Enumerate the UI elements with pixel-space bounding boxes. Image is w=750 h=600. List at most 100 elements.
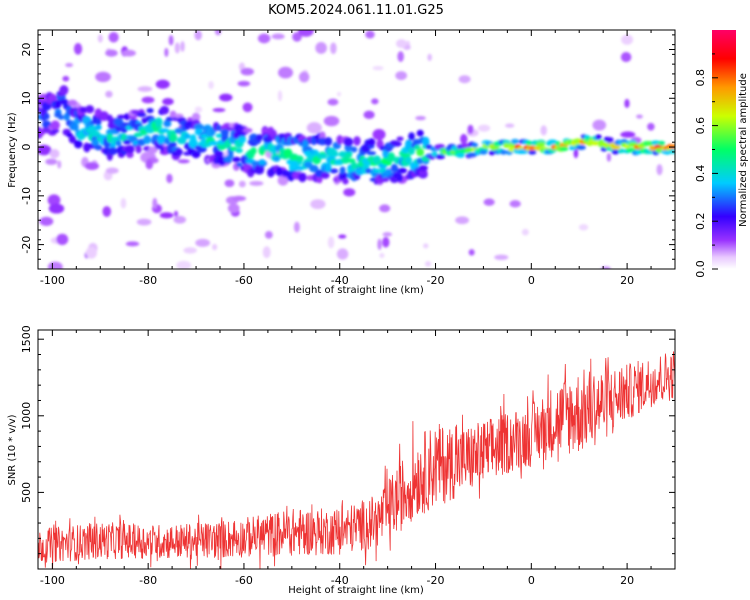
spectrogram-ridge-cell	[215, 133, 223, 138]
spectrogram-ridge-cell	[148, 146, 158, 154]
spectrogram-ridge-cell	[382, 177, 389, 182]
spectrogram-noise-blob	[620, 131, 636, 138]
spectrogram-noise-blob	[483, 198, 495, 206]
spectrogram-ridge-cell	[115, 140, 122, 147]
spectrogram-ridge-cell	[107, 147, 118, 156]
spectrogram-ridge-cell	[43, 112, 50, 120]
spectrogram-ridge-cell	[126, 151, 134, 158]
spectrogram-noise-blob	[521, 228, 529, 236]
spectrogram-noise-blob	[56, 233, 69, 246]
spectrogram-noise-blob	[624, 98, 630, 109]
spectrogram-ridge-cell	[235, 148, 243, 154]
spectrogram-ridge-cell	[159, 105, 170, 115]
spectrogram-x-tick-label: -80	[139, 274, 157, 287]
spectrogram-noise-blob	[240, 67, 254, 76]
spectrogram-ridge-cell	[398, 167, 407, 174]
spectrogram-ridge-cell	[276, 166, 283, 177]
spectrogram-ridge-cell	[610, 144, 621, 150]
spectrogram-ridge-cell	[51, 128, 60, 133]
spectrogram-noise-blob	[180, 41, 185, 52]
spectrogram-x-tick-label: 0	[528, 274, 535, 287]
spectrogram-noise-blob	[336, 248, 349, 260]
spectrogram-noise-blob	[477, 124, 491, 132]
spectrogram-noise-blob	[336, 91, 342, 97]
snr-y-tick-label: 500	[20, 482, 33, 503]
spectrogram-y-tick-label: 0	[20, 144, 33, 151]
spectrogram-noise-blob	[73, 42, 83, 55]
colorbar-label: Normalized spectral amplitude	[738, 73, 749, 227]
spectrogram-noise-blob	[343, 188, 356, 197]
spectrogram-noise-blob	[242, 102, 253, 113]
chart-title: KOM5.2024.061.11.01.G25	[268, 3, 444, 18]
spectrogram-noise-blob	[606, 153, 612, 162]
spectrogram-ridge-cell	[38, 98, 42, 106]
spectrogram-ridge-cell	[435, 154, 446, 160]
snr-y-tick-label: 1500	[20, 325, 33, 353]
spectrogram-noise-blob	[249, 180, 264, 186]
spectrogram-noise-blob	[102, 206, 112, 217]
spectrogram-noise-blob	[65, 63, 74, 68]
spectrogram-noise-blob	[306, 122, 322, 134]
spectrogram-ridge-cell	[471, 142, 479, 148]
spectrogram-ridge-cell	[295, 155, 304, 162]
spectrogram-ridge-cell	[408, 147, 415, 155]
spectrogram-ridge-cell	[431, 151, 438, 157]
spectrogram-x-tick-label: -100	[40, 274, 65, 287]
spectrogram-noise-blob	[211, 243, 218, 251]
spectrogram-ridge-cell	[346, 158, 356, 163]
snr-x-tick-label: -60	[235, 574, 253, 587]
spectrogram-ridge-cell	[146, 108, 154, 114]
snr-y-tick-label: 1000	[20, 402, 33, 430]
snr-panel: -100 -80 -60 -40 -20 0 20 500 1000 1500 Height o…	[7, 325, 676, 596]
spectrogram-ridge-cell	[238, 136, 247, 144]
spectrogram-noise-blob	[327, 98, 339, 106]
spectrogram-noise-blob	[85, 246, 97, 259]
spectrogram-noise-blob	[141, 96, 155, 104]
spectrogram-ridge-cell	[342, 178, 349, 185]
snr-y-axis-label: SNR (10 * v/v)	[7, 414, 18, 485]
spectrogram-noise-blob	[97, 34, 103, 43]
spectrogram-ridge-cell	[298, 172, 307, 183]
spectrogram-ridge-cell	[208, 141, 219, 146]
spectrogram-noise-blob	[372, 129, 386, 141]
spectrogram-noise-blob	[105, 49, 118, 57]
spectrogram-ridge-cell	[67, 99, 78, 107]
spectrogram-ridge-cell	[387, 152, 396, 163]
spectrogram-noise-blob	[423, 243, 429, 249]
spectrogram-y-tick-label: -20	[20, 236, 33, 254]
spectrogram-x-tick-label: 20	[620, 274, 634, 287]
snr-x-ticks: -100 -80 -60 -40 -20 0 20	[40, 330, 676, 587]
spectrogram-ridge-cell	[95, 117, 102, 126]
colorbar-gradient	[712, 30, 736, 269]
spectrogram-noise-blob	[231, 195, 247, 202]
spectrogram-heat-layer	[38, 30, 675, 269]
spectrogram-noise-blob	[95, 71, 111, 83]
spectrogram-noise-blob	[315, 42, 327, 54]
spectrogram-ridge-cell	[528, 149, 537, 155]
spectrogram-ridge-cell	[422, 136, 430, 147]
spectrogram-ridge-cell	[366, 151, 377, 156]
spectrogram-x-axis-label: Height of straight line (km)	[288, 285, 424, 296]
colorbar-ticks: 0.0 0.2 0.4 0.6 0.8	[694, 53, 718, 278]
spectrogram-ridge-cell	[503, 143, 510, 149]
spectrogram-noise-blob	[62, 75, 70, 82]
spectrogram-noise-blob	[277, 175, 289, 186]
spectrogram-ridge-cell	[242, 128, 253, 133]
spectrogram-ridge-cell	[336, 135, 343, 145]
colorbar-tick-label: 0.4	[694, 165, 707, 183]
spectrogram-ridge-cell	[90, 130, 101, 137]
spectrogram-noise-blob	[620, 51, 632, 63]
spectrogram-noise-blob	[656, 164, 663, 176]
spectrogram-noise-blob	[47, 194, 61, 206]
spectrogram-ridge-cell	[116, 114, 126, 119]
spectrogram-ridge-cell	[190, 134, 197, 143]
snr-x-tick-label: 20	[620, 574, 634, 587]
spectrogram-noise-blob	[363, 110, 375, 120]
spectrogram-ridge-cell	[164, 137, 171, 145]
spectrogram-ridge-cell	[455, 152, 465, 158]
spectrogram-ridge-cell	[344, 152, 353, 159]
spectrogram-ridge-cell	[122, 139, 132, 145]
spectrogram-ridge-cell	[184, 133, 191, 139]
spectrogram-noise-blob	[382, 236, 390, 248]
